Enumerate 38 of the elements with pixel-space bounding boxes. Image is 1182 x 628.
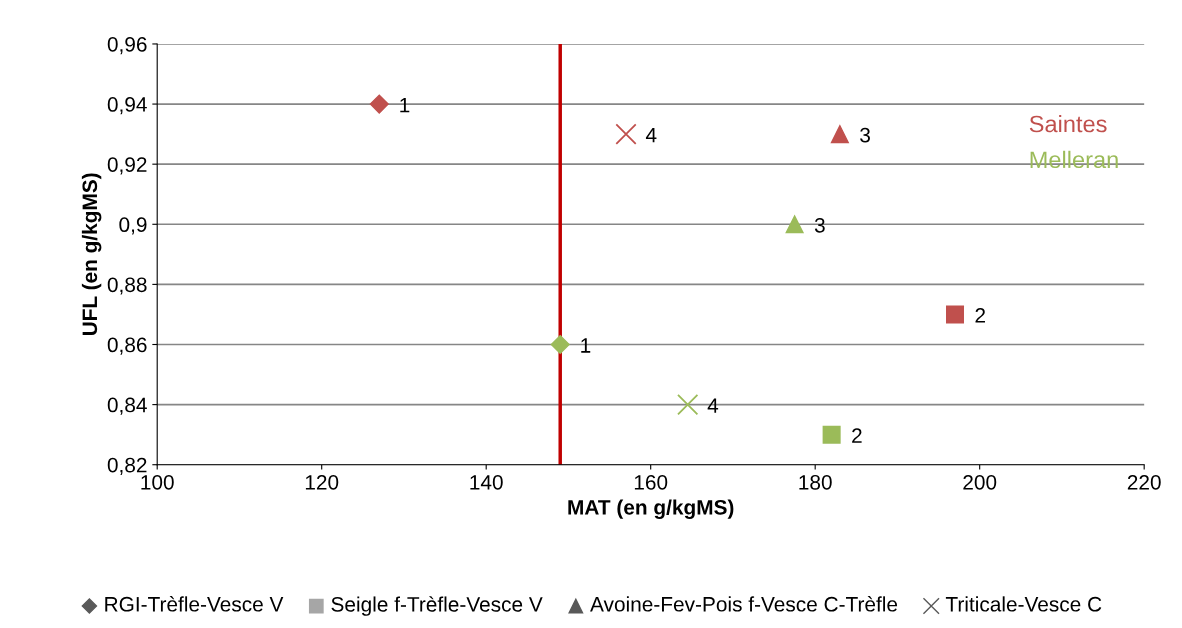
x-axis-title: MAT (en g/kgMS) bbox=[568, 499, 734, 519]
y-tick-label: 0,82 bbox=[107, 457, 147, 475]
y-tick-label: 0,88 bbox=[107, 277, 147, 295]
y-tick-label: 0,86 bbox=[107, 337, 147, 355]
text: RGI-Trèfle-Vesce V bbox=[105, 596, 284, 612]
point bbox=[550, 334, 570, 355]
annotation: 1 bbox=[581, 338, 591, 353]
y-tick-label: 0,94 bbox=[107, 97, 147, 115]
x-tick-label: 160 bbox=[634, 474, 668, 490]
text: Avoine-Fev-Pois f-Vesce C-Trèfle bbox=[590, 596, 898, 612]
x-tick-label: 220 bbox=[1127, 474, 1161, 490]
x-tick-label: 120 bbox=[305, 474, 339, 490]
annotation: 4 bbox=[707, 398, 719, 413]
annotation: 2 bbox=[975, 308, 985, 323]
point bbox=[822, 425, 841, 444]
point bbox=[830, 125, 849, 144]
point bbox=[785, 215, 804, 234]
annotation: 2 bbox=[852, 428, 862, 443]
annotation: 3 bbox=[814, 217, 825, 233]
annotation: 4 bbox=[645, 127, 657, 143]
y-tick-label: 0,92 bbox=[107, 157, 147, 175]
point bbox=[945, 305, 965, 324]
x-tick-label: 100 bbox=[141, 474, 174, 490]
x-tick-label: 180 bbox=[799, 474, 832, 490]
x-tick-label: 200 bbox=[963, 474, 997, 490]
text: Seigle f-Trèfle-Vesce V bbox=[331, 596, 543, 616]
y-axis-title: UFL (en g/kgMS) bbox=[81, 173, 102, 336]
point bbox=[615, 123, 637, 145]
y-tick-label: 0,84 bbox=[107, 397, 147, 415]
point bbox=[369, 94, 389, 114]
x-tick-label: 140 bbox=[470, 474, 503, 490]
y-tick-label: 0,96 bbox=[107, 36, 147, 55]
point bbox=[677, 393, 699, 416]
text: Saintes bbox=[1029, 115, 1107, 133]
y-tick-label: 0,9 bbox=[119, 217, 147, 235]
text: Triticale-Vesce C bbox=[945, 596, 1102, 612]
annotation: 1 bbox=[400, 97, 410, 113]
annotation: 3 bbox=[860, 127, 870, 143]
